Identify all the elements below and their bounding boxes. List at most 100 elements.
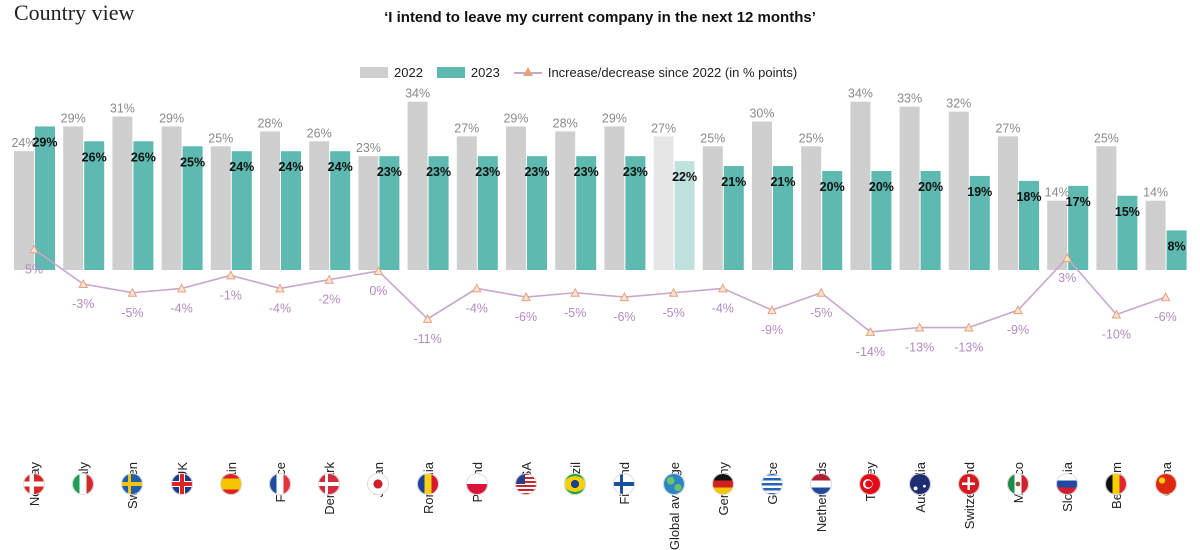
data-label-2022: 27%: [995, 121, 1020, 135]
country-label: Switzerland: [959, 400, 979, 529]
switzerland-flag-icon: [957, 473, 980, 495]
legend-item-2022: 2022: [360, 65, 423, 80]
change-label: -5%: [121, 306, 143, 320]
change-label: -13%: [905, 341, 934, 355]
data-label-2022: 29%: [602, 111, 627, 125]
bar-2023: [330, 151, 351, 270]
bar-2022: [1096, 146, 1117, 270]
bar-2023: [84, 141, 105, 270]
data-label-2023: 20%: [820, 180, 845, 194]
change-marker: [963, 322, 974, 332]
legend-label-2022: 2022: [394, 64, 423, 80]
data-label-2022: 28%: [257, 116, 282, 130]
page-title: Country view: [14, 0, 135, 25]
bar-2023: [576, 156, 597, 270]
data-label-2022: 26%: [307, 126, 332, 140]
belgium-flag-icon: [1105, 473, 1128, 495]
legend-item-change: Increase/decrease since 2022 (in % point…: [513, 65, 797, 80]
bar-2022: [653, 136, 674, 270]
bar-2022: [358, 156, 379, 270]
data-label-2023: 15%: [1115, 205, 1140, 219]
change-marker: [1160, 292, 1171, 302]
bar-2022: [456, 136, 477, 270]
change-label: -6%: [515, 310, 537, 324]
change-marker: [668, 287, 679, 297]
change-label: -9%: [1007, 323, 1029, 337]
change-label: -5%: [662, 306, 684, 320]
romania-flag-icon: [416, 473, 439, 495]
data-label-2022: 23%: [356, 141, 381, 155]
data-label-2023: 24%: [278, 160, 303, 174]
data-label-2022: 32%: [946, 97, 971, 111]
bar-2022: [14, 151, 34, 270]
country-label: Australia: [910, 400, 930, 513]
china-flag-icon: [1154, 473, 1177, 495]
denmark-flag-icon: [318, 473, 341, 495]
country-label: Slovenia: [1057, 400, 1077, 512]
change-label: -2%: [318, 293, 340, 307]
mexico-flag-icon: [1007, 473, 1029, 495]
data-label-2023: 26%: [131, 150, 156, 164]
australia-flag-icon: [908, 473, 931, 495]
bar-2023: [379, 156, 400, 270]
change-label: -1%: [220, 288, 242, 302]
country-label: Mexico: [1008, 400, 1028, 503]
bar-2023: [1019, 180, 1039, 270]
country-label: Germany: [713, 400, 733, 515]
data-label-2022: 33%: [897, 92, 922, 106]
bar-2023: [35, 126, 55, 270]
turkey-flag-icon: [859, 473, 882, 495]
chart-plot: 24%29%29%26%31%26%29%25%25%24%28%24%26%2…: [11, 87, 1187, 359]
country-label: France: [270, 400, 290, 502]
data-label-2023: 20%: [869, 180, 894, 194]
bar-2022: [112, 116, 133, 270]
data-label-2022: 25%: [700, 131, 725, 145]
change-line: [33, 248, 1166, 333]
change-marker: [422, 313, 433, 323]
bar-2023: [133, 141, 154, 270]
change-label: -5%: [810, 306, 832, 320]
bar-2023: [871, 171, 892, 270]
bar-2022: [63, 126, 84, 270]
change-label: -10%: [1102, 328, 1131, 342]
country-label: Romania: [418, 400, 438, 514]
data-label-2023: 17%: [1066, 195, 1091, 209]
change-marker: [176, 283, 187, 293]
bar-2023: [1117, 195, 1138, 270]
data-label-2023: 23%: [426, 165, 451, 179]
data-label-2022: 29%: [503, 111, 528, 125]
bar-2022: [801, 146, 822, 270]
change-label: 5%: [25, 262, 43, 276]
bar-2023: [773, 166, 793, 270]
country-label: Turkey: [860, 400, 880, 501]
change-label: -3%: [72, 297, 94, 311]
data-label-2023: 29%: [32, 135, 57, 149]
spain-flag-icon: [219, 473, 242, 495]
legend-swatch-change: [513, 66, 542, 78]
data-label-2022: 25%: [1094, 131, 1119, 145]
change-marker: [324, 274, 335, 284]
data-label-2023: 23%: [475, 165, 500, 179]
bar-2023: [428, 156, 449, 270]
bar-2023: [822, 171, 843, 270]
data-label-2022: 28%: [553, 116, 578, 130]
country-label: Brazil: [565, 400, 585, 495]
data-label-2023: 21%: [721, 175, 746, 189]
country-label: Poland: [467, 400, 487, 502]
data-label-2023: 23%: [377, 165, 402, 179]
country-label: Belgium: [1106, 400, 1126, 509]
bar-2022: [555, 131, 576, 270]
bar-2022: [1047, 200, 1068, 270]
bar-2023: [920, 171, 941, 270]
netherlands-flag-icon: [810, 473, 833, 495]
bar-2023: [969, 175, 990, 270]
italy-flag-icon: [72, 473, 95, 495]
change-label: -13%: [954, 341, 983, 355]
globe-icon: [662, 473, 685, 495]
bar-2023: [1068, 185, 1089, 270]
country-label: Global average: [664, 400, 684, 550]
greece-flag-icon: [761, 473, 783, 495]
data-label-2023: 22%: [672, 170, 697, 184]
france-flag-icon: [269, 473, 291, 495]
data-label-2023: 24%: [229, 160, 254, 174]
